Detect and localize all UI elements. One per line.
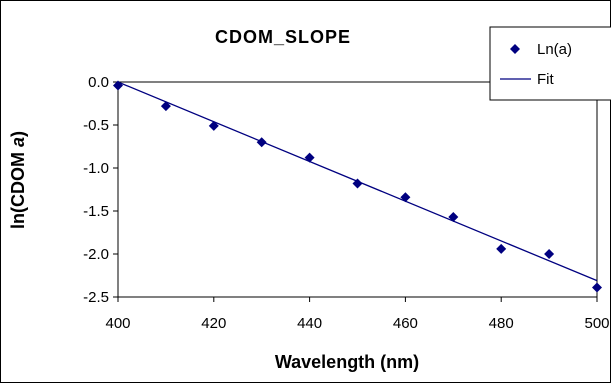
- x-tick-label: 440: [297, 315, 322, 332]
- data-point: [113, 80, 123, 91]
- data-point: [544, 249, 555, 259]
- y-tick-label: -1.5: [83, 203, 109, 220]
- data-point: [160, 101, 171, 112]
- y-axis: 0.0 -0.5 -1.0 -1.5 -2.0 -2.5: [83, 74, 118, 306]
- data-point: [448, 212, 459, 223]
- y-tick-label: -0.5: [83, 117, 109, 134]
- data-point: [304, 152, 315, 163]
- x-axis: 400 420 440 460 480 500: [105, 297, 610, 332]
- legend-box: [489, 26, 611, 101]
- plot-area-frame: [117, 81, 598, 298]
- data-point: [352, 178, 363, 189]
- x-tick-label: 480: [489, 315, 514, 332]
- data-point: [208, 120, 219, 131]
- y-axis-label-main: ln(CDOM: [8, 147, 28, 229]
- x-tick-label: 500: [584, 315, 609, 332]
- x-tick-label: 400: [105, 315, 130, 332]
- data-point: [496, 243, 507, 254]
- y-axis-label-close: ): [8, 131, 28, 137]
- x-tick-label: 420: [201, 315, 226, 332]
- y-axis-label-italic: a: [8, 137, 28, 147]
- y-tick-label: -2.5: [83, 289, 109, 306]
- data-point: [592, 282, 602, 293]
- data-point: [256, 137, 267, 148]
- legend-label: Ln(a): [537, 41, 572, 58]
- chart-title: CDOM_SLOPE: [215, 27, 351, 47]
- y-tick-label: -2.0: [83, 246, 109, 263]
- legend-marker-scatter: [510, 44, 520, 54]
- legend: Ln(a) Fit: [489, 26, 611, 101]
- x-axis-label: Wavelength (nm): [275, 352, 419, 372]
- y-tick-label: -1.0: [83, 160, 109, 177]
- data-point: [400, 192, 411, 203]
- y-axis-label: ln(CDOM a): [8, 131, 28, 229]
- legend-label: Fit: [537, 71, 554, 88]
- x-tick-label: 460: [393, 315, 418, 332]
- y-tick-label: 0.0: [88, 74, 109, 91]
- series-layer: [113, 80, 602, 293]
